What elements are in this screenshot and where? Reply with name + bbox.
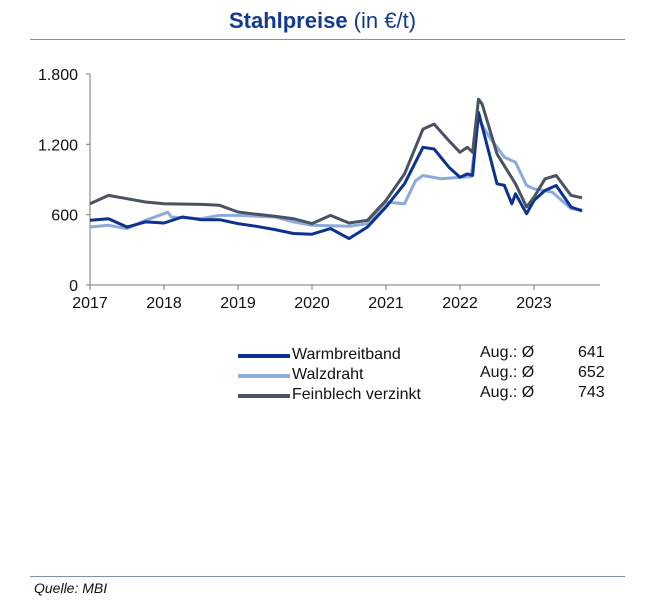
legend-avg-label: Aug.: Ø (480, 344, 535, 361)
line-chart: 0 600 1.200 1.800 2017 2018 2019 2020 2021 2022 20… (38, 67, 600, 312)
title-unit: (in €/t) (347, 8, 417, 33)
legend-swatch (238, 354, 290, 358)
y-tick-label: 1.200 (38, 137, 78, 154)
x-tick-label: 2017 (72, 295, 108, 312)
legend-avg-label: Aug.: Ø (480, 384, 535, 401)
series-line-feinblech-verzinkt (89, 97, 583, 226)
y-tick-label: 600 (51, 208, 78, 225)
y-tick-label: 0 (69, 278, 78, 295)
y-tick-label: 1.800 (38, 67, 78, 84)
legend-avg-value: 641 (578, 344, 605, 361)
source-note: Quelle: MBI (34, 580, 108, 596)
series-line-warmbreitband (89, 110, 583, 241)
x-tick-label: 2022 (442, 295, 478, 312)
legend-label: Warmbreitband (292, 346, 401, 363)
legend-swatch (238, 394, 290, 398)
legend-swatch (238, 374, 290, 378)
legend-avg-label: Aug.: Ø (480, 364, 535, 381)
legend-label: Walzdraht (292, 366, 364, 383)
x-tick-label: 2018 (146, 295, 182, 312)
x-tick-label: 2021 (368, 295, 404, 312)
x-tick-label: 2019 (220, 295, 256, 312)
x-tick-label: 2020 (294, 295, 330, 312)
source-rule (30, 576, 625, 577)
title-main: Stahlpreise (228, 8, 348, 33)
legend-avg-value: 652 (578, 364, 605, 381)
chart-title: Stahlpreise (in €/t) (0, 8, 645, 34)
legend-avg-value: 743 (578, 384, 605, 401)
title-rule (30, 39, 625, 40)
x-tick-label: 2023 (516, 295, 552, 312)
legend-label: Feinblech verzinkt (292, 386, 421, 403)
